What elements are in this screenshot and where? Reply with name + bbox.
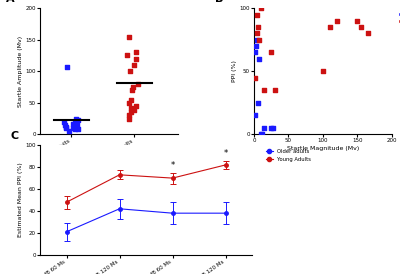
Point <box>74 123 80 127</box>
Point <box>70 122 76 126</box>
Text: B: B <box>215 0 224 4</box>
Older adults <box>270 126 276 130</box>
Young adults <box>268 50 274 55</box>
Point <box>66 129 73 133</box>
Young adults <box>256 38 263 42</box>
Point <box>73 116 80 121</box>
X-axis label: Startle Magnitude (Mv): Startle Magnitude (Mv) <box>287 146 359 151</box>
Text: *: * <box>170 161 175 170</box>
Point <box>64 65 70 69</box>
Legend: Older adults, Young adults: Older adults, Young adults <box>397 11 400 25</box>
Older adults <box>258 132 264 136</box>
Young adults <box>354 19 361 23</box>
Young adults <box>320 69 326 73</box>
Point <box>128 105 134 110</box>
Point <box>129 88 135 92</box>
Older adults <box>253 44 259 48</box>
Young adults <box>252 75 258 80</box>
Young adults <box>358 25 364 29</box>
Older adults <box>261 126 268 130</box>
Older adults <box>252 113 258 118</box>
Y-axis label: Startle Amplitude (Mv): Startle Amplitude (Mv) <box>18 36 22 107</box>
Young adults <box>272 88 278 92</box>
Point <box>131 108 138 113</box>
Point <box>128 110 134 115</box>
Point <box>130 85 137 89</box>
Young adults <box>254 12 261 17</box>
Point <box>133 104 139 108</box>
Text: C: C <box>10 131 18 141</box>
Y-axis label: PPI (%): PPI (%) <box>232 60 236 82</box>
Point <box>124 53 130 58</box>
Point <box>126 116 132 121</box>
Young adults <box>261 88 268 92</box>
Older adults <box>259 132 266 136</box>
Point <box>126 113 132 118</box>
Point <box>61 119 67 124</box>
Point <box>62 123 68 128</box>
Point <box>70 126 76 130</box>
Point <box>126 101 132 105</box>
Older adults <box>255 101 261 105</box>
Point <box>131 63 138 67</box>
Point <box>75 127 81 132</box>
Text: *: * <box>223 149 228 158</box>
Point <box>75 118 82 122</box>
Point <box>135 82 142 86</box>
Older adults <box>268 126 274 130</box>
Older adults <box>254 38 261 42</box>
Point <box>128 97 134 102</box>
Point <box>132 50 139 55</box>
Point <box>63 126 69 130</box>
Point <box>72 127 78 132</box>
Point <box>63 124 69 129</box>
Point <box>126 35 132 39</box>
Y-axis label: Estimated Mean PPI (%): Estimated Mean PPI (%) <box>18 163 22 237</box>
Point <box>132 56 139 61</box>
Young adults <box>327 25 333 29</box>
Older adults <box>252 50 258 55</box>
Young adults <box>258 6 264 10</box>
Text: A: A <box>6 0 14 4</box>
Legend: Older adults, Young Adults: Older adults, Young Adults <box>265 148 312 162</box>
Point <box>71 121 78 125</box>
Young adults <box>365 31 371 36</box>
Point <box>126 69 133 73</box>
Young adults <box>255 25 261 29</box>
Young adults <box>334 19 340 23</box>
Older adults <box>256 56 263 61</box>
Young adults <box>254 31 260 36</box>
Point <box>130 107 136 111</box>
